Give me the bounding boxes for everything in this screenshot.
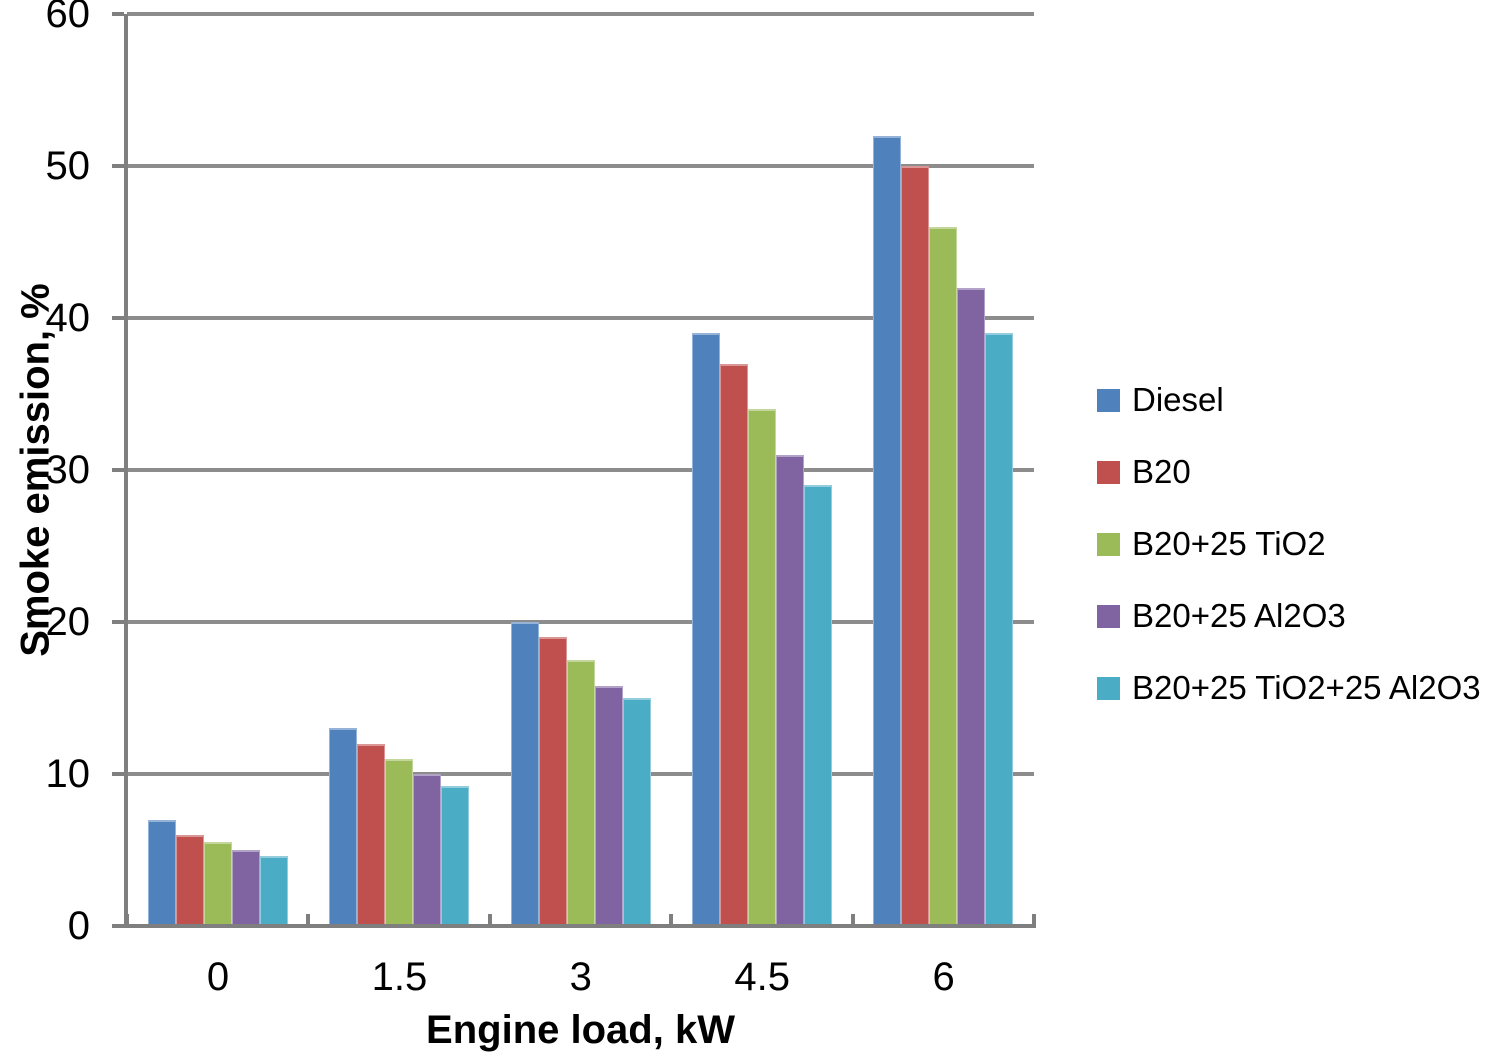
x-tick-label-3: 3 — [569, 955, 592, 999]
bar-b20-25-al2o3-load-1.5 — [413, 774, 442, 926]
bar-b20-25-tio2-25-al2o3-load-6 — [985, 333, 1014, 926]
y-axis-title: Smoke emission, % — [13, 283, 58, 657]
plot-area — [112, 12, 1036, 928]
gridline-y-20 — [127, 620, 1034, 624]
legend-item-b20-25-tio2: B20+25 TiO2 — [1097, 525, 1481, 563]
y-axis-line — [124, 14, 128, 926]
legend-item-b20-25-al2o3: B20+25 Al2O3 — [1097, 597, 1481, 635]
bar-b20-25-tio2-25-al2o3-load-0 — [259, 856, 288, 926]
bar-b20-load-6 — [901, 166, 930, 926]
y-tick-label-0: 0 — [67, 904, 90, 948]
bar-b20-load-3 — [538, 637, 567, 926]
bar-b20-25-al2o3-load-4.5 — [775, 454, 804, 926]
gridline-y-50 — [127, 164, 1034, 168]
x-tick-label-0: 0 — [206, 955, 230, 999]
y-tick-30 — [112, 468, 124, 472]
bar-b20-25-al2o3-load-3 — [594, 685, 623, 926]
legend-swatch-icon — [1097, 532, 1120, 556]
bar-b20-25-al2o3-load-0 — [231, 850, 260, 926]
y-tick-10 — [112, 772, 124, 776]
bar-b20-25-tio2-load-4.5 — [747, 409, 776, 926]
y-tick-label-60: 60 — [45, 0, 91, 36]
bar-b20-load-0 — [175, 834, 204, 926]
legend-swatch-icon — [1097, 676, 1120, 700]
bar-diesel-load-4.5 — [691, 333, 720, 926]
legend-item-b20: B20 — [1097, 453, 1481, 491]
x-tick-0 — [125, 914, 129, 926]
bar-diesel-load-1.5 — [329, 728, 358, 926]
bar-b20-25-al2o3-load-6 — [957, 287, 986, 926]
bar-b20-25-tio2-load-6 — [929, 226, 958, 926]
x-axis-title: Engine load, kW — [426, 1008, 735, 1052]
bar-b20-25-tio2-25-al2o3-load-4.5 — [803, 485, 832, 926]
legend-item-diesel: Diesel — [1097, 381, 1481, 419]
x-axis-line — [124, 924, 1036, 928]
legend-swatch-icon — [1097, 604, 1120, 628]
x-tick-1 — [306, 914, 311, 926]
gridline-y-30 — [127, 468, 1034, 472]
y-tick-label-30: 30 — [45, 448, 91, 492]
legend-label: B20+25 TiO2+25 Al2O3 — [1132, 669, 1481, 706]
legend-label: B20+25 Al2O3 — [1132, 597, 1346, 634]
x-tick-4 — [850, 914, 855, 926]
legend: Diesel B20 B20+25 TiO2 B20+25 Al2O3 B20+25 T… — [1097, 381, 1481, 707]
x-tick-5 — [1032, 914, 1036, 926]
bar-b20-25-tio2-25-al2o3-load-1.5 — [441, 786, 470, 926]
x-tick-3 — [669, 914, 674, 926]
bar-b20-25-tio2-load-3 — [566, 660, 595, 926]
bar-b20-25-tio2-load-1.5 — [385, 758, 414, 926]
legend-swatch-icon — [1097, 460, 1120, 484]
legend-label: Diesel — [1132, 381, 1224, 418]
y-tick-label-20: 20 — [45, 600, 91, 644]
bar-b20-25-tio2-load-0 — [203, 842, 232, 926]
x-tick-label-6: 6 — [932, 955, 955, 999]
bar-b20-load-4.5 — [719, 363, 748, 926]
legend-label: B20+25 TiO2 — [1132, 525, 1326, 562]
legend-label: B20 — [1132, 453, 1191, 490]
gridline-y-40 — [127, 316, 1034, 320]
y-tick-40 — [112, 316, 124, 320]
x-tick-label-4.5: 4.5 — [734, 955, 790, 999]
y-tick-label-40: 40 — [45, 296, 91, 340]
x-tick-label-1.5: 1.5 — [371, 955, 428, 999]
legend-item-b20-25-tio2-25-al2o3: B20+25 TiO2+25 Al2O3 — [1097, 669, 1481, 707]
bar-b20-25-tio2-25-al2o3-load-3 — [622, 698, 651, 926]
y-tick-20 — [112, 620, 124, 624]
y-tick-0 — [112, 924, 124, 928]
y-tick-label-10: 10 — [45, 752, 91, 796]
y-tick-60 — [112, 12, 124, 16]
y-tick-label-50: 50 — [45, 144, 91, 188]
bar-diesel-load-0 — [147, 819, 176, 926]
y-tick-50 — [112, 164, 124, 168]
bar-diesel-load-3 — [510, 622, 539, 926]
bar-diesel-load-6 — [873, 135, 902, 926]
x-tick-2 — [487, 914, 492, 926]
gridline-y-60 — [127, 12, 1034, 16]
legend-swatch-icon — [1097, 388, 1120, 412]
bar-b20-load-1.5 — [357, 743, 386, 926]
